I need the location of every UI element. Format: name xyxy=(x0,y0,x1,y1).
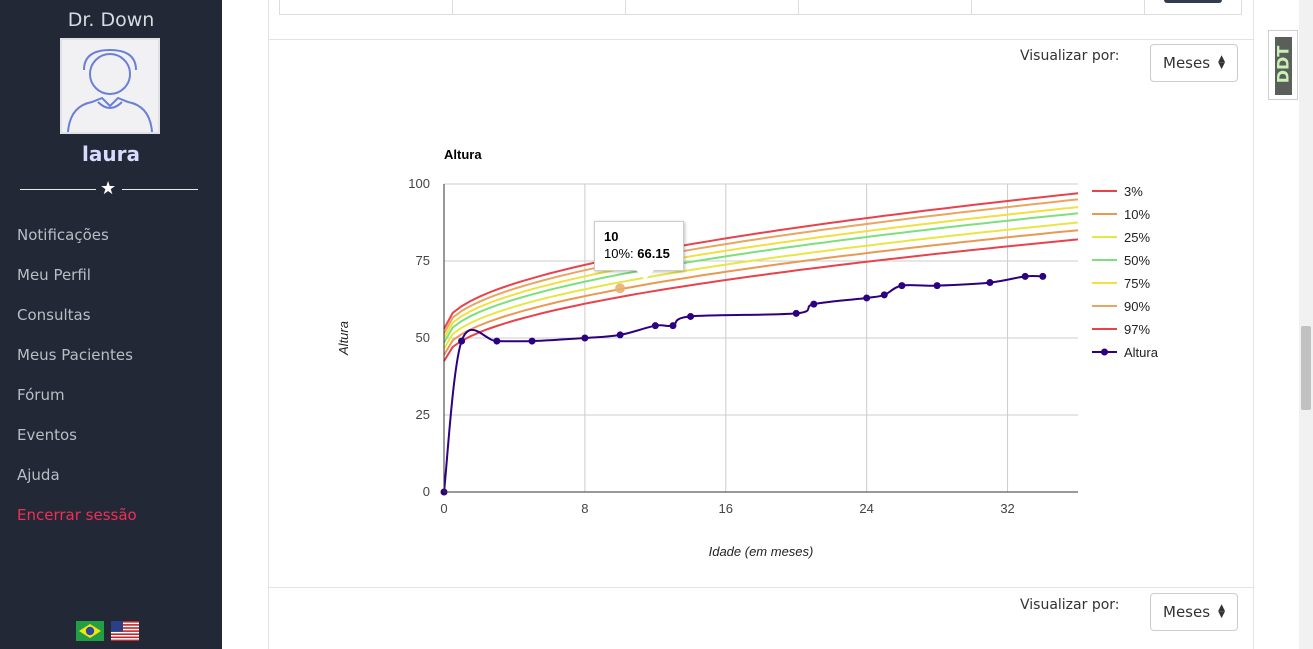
percentile-line-3 xyxy=(443,238,1079,362)
percentile-line-90 xyxy=(443,198,1079,334)
sidebar-item-meu-perfil[interactable]: Meu Perfil xyxy=(17,266,91,284)
avatar[interactable] xyxy=(60,38,160,134)
y-axis-title: Altura xyxy=(336,321,351,356)
view-by-select-value: Meses xyxy=(1163,54,1211,72)
tooltip-series: 10%: xyxy=(604,246,634,261)
chart-svg: Altura 0 25 50 75 100 0 8 16 24 32 3% 10% 25% 50% 75%… xyxy=(336,147,1159,559)
select-arrows-icon: ▲ ▼ xyxy=(1218,603,1225,620)
legend-label: 97% xyxy=(1124,322,1150,337)
legend-label: 50% xyxy=(1124,253,1150,268)
y-tick-label: 100 xyxy=(408,176,430,191)
altura-data-point xyxy=(933,282,941,290)
percentile-line-10 xyxy=(443,229,1079,356)
scrollbar-thumb[interactable] xyxy=(1301,326,1311,410)
data-table-bottom-edge xyxy=(279,0,1242,15)
ddt-badge[interactable]: DDT xyxy=(1268,30,1298,100)
percentile-line-50 xyxy=(443,212,1079,344)
altura-data-point xyxy=(616,331,624,339)
view-by-select[interactable]: Meses ▲ ▼ xyxy=(1150,44,1238,82)
sidebar-item-forum[interactable]: Fórum xyxy=(17,386,65,404)
sidebar-item-eventos[interactable]: Eventos xyxy=(17,426,77,444)
usa-flag-icon[interactable] xyxy=(111,621,139,641)
altura-data-point xyxy=(863,294,871,302)
y-tick-label: 75 xyxy=(416,253,430,268)
altura-data-point xyxy=(528,337,536,345)
x-tick-label: 16 xyxy=(719,501,733,516)
sidebar: Dr. Down laura ★ Notificações Meu Perfil… xyxy=(0,0,222,649)
altura-data-point xyxy=(880,291,888,299)
star-icon: ★ xyxy=(100,178,117,198)
altura-data-point xyxy=(458,337,466,345)
sidebar-item-encerrar-sessao[interactable]: Encerrar sessão xyxy=(17,506,137,524)
altura-data-point xyxy=(493,337,501,345)
view-by-label: Visualizar por: xyxy=(1020,48,1120,64)
growth-chart: Altura 0 25 50 75 100 0 8 16 24 32 3% 10% 25% 50% 75%… xyxy=(330,140,1190,570)
chart-title: Altura xyxy=(444,147,482,162)
select-arrows-icon: ▲ ▼ xyxy=(1218,54,1225,71)
x-axis-title: Idade (em meses) xyxy=(709,544,814,559)
legend-label: 25% xyxy=(1124,230,1150,245)
sidebar-item-consultas[interactable]: Consultas xyxy=(17,306,91,324)
altura-data-point xyxy=(792,309,800,317)
y-tick-label: 0 xyxy=(423,484,430,499)
sidebar-item-ajuda[interactable]: Ajuda xyxy=(17,466,60,484)
percentile-line-75 xyxy=(443,206,1079,339)
altura-data-point xyxy=(651,322,659,330)
x-tick-label: 8 xyxy=(581,501,588,516)
x-tick-label: 0 xyxy=(440,501,447,516)
tooltip-value: 66.15 xyxy=(637,246,670,261)
scrollbar[interactable] xyxy=(1299,0,1313,649)
section-divider-2 xyxy=(268,587,1254,588)
legend-label: 10% xyxy=(1124,207,1150,222)
brazil-flag-icon[interactable] xyxy=(76,621,104,641)
ddt-badge-text: DDT xyxy=(1273,45,1293,84)
altura-data-point xyxy=(898,282,906,290)
section-divider xyxy=(268,39,1254,40)
view-by-select-2[interactable]: Meses ▲ ▼ xyxy=(1150,593,1238,631)
tooltip-title: 10 xyxy=(604,229,619,244)
brand-title: Dr. Down xyxy=(67,9,155,31)
table-action-button[interactable] xyxy=(1164,0,1222,3)
altura-data-point xyxy=(687,312,695,320)
percentile-line-97 xyxy=(443,192,1079,330)
content-panel xyxy=(268,0,1254,649)
altura-data-point xyxy=(810,300,818,308)
legend-label: 90% xyxy=(1124,299,1150,314)
star-divider: ★ xyxy=(20,178,198,198)
y-tick-label: 25 xyxy=(416,407,430,422)
user-avatar-icon xyxy=(67,48,153,133)
sidebar-item-meus-pacientes[interactable]: Meus Pacientes xyxy=(17,346,133,364)
tooltip-tail xyxy=(635,269,655,280)
legend-label: 3% xyxy=(1124,184,1143,199)
percentile-line-25 xyxy=(443,221,1079,350)
legend-swatch-dot xyxy=(1101,348,1108,356)
chart-tooltip: 10 10%: 66.15 xyxy=(594,221,684,271)
x-tick-label: 24 xyxy=(859,501,873,516)
sidebar-item-notificacoes[interactable]: Notificações xyxy=(17,226,109,244)
highlighted-point xyxy=(615,283,626,294)
x-tick-label: 32 xyxy=(1000,501,1014,516)
legend-label: Altura xyxy=(1124,345,1159,360)
view-by-select-value-2: Meses xyxy=(1163,603,1211,621)
y-tick-label: 50 xyxy=(416,330,430,345)
altura-data-point xyxy=(1021,272,1029,280)
altura-data-point xyxy=(581,334,589,342)
altura-data-point xyxy=(669,322,677,330)
altura-data-point xyxy=(1039,272,1047,280)
language-flags xyxy=(76,621,146,643)
altura-data-point xyxy=(986,279,994,287)
view-by-label-2: Visualizar por: xyxy=(1020,597,1120,613)
username[interactable]: laura xyxy=(82,142,140,166)
legend-label: 75% xyxy=(1124,276,1150,291)
